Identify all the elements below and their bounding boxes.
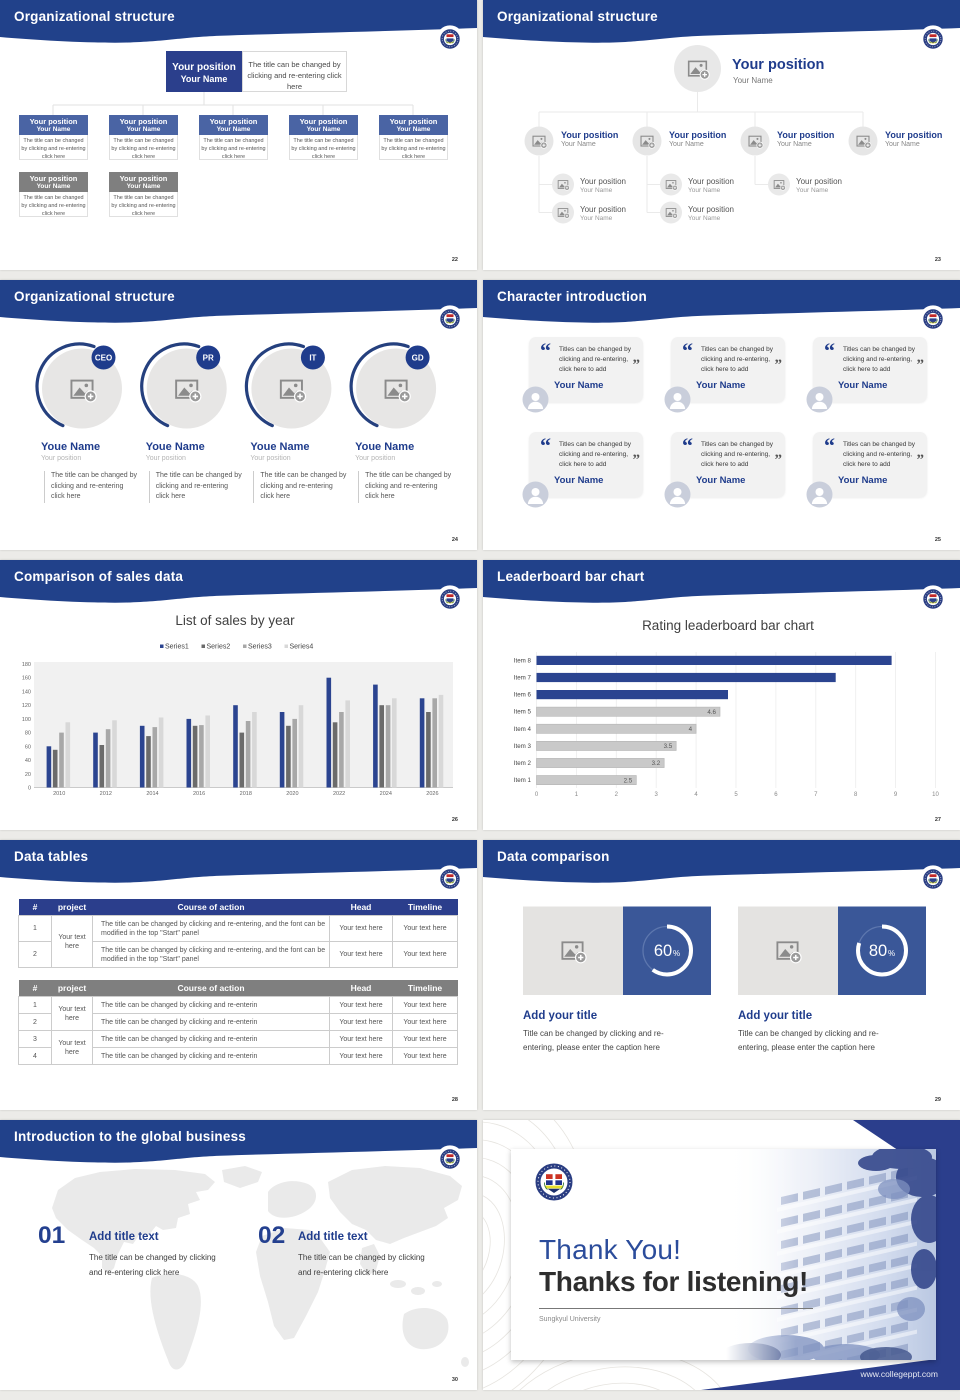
svg-text:2: 2 — [615, 792, 619, 798]
svg-text:100: 100 — [22, 717, 31, 723]
svg-text:40: 40 — [25, 758, 31, 764]
svg-text:120: 120 — [22, 703, 31, 709]
svg-text:4: 4 — [689, 726, 693, 733]
svg-text:Item 1: Item 1 — [514, 777, 532, 784]
svg-text:List of sales by year: List of sales by year — [175, 613, 295, 628]
svg-text:GD: GD — [412, 354, 424, 363]
svg-text:80: 80 — [25, 731, 31, 737]
svg-text:2018: 2018 — [240, 791, 252, 797]
svg-text:4: 4 — [694, 792, 698, 798]
svg-text:IT: IT — [309, 354, 316, 363]
svg-text:Series2: Series2 — [207, 644, 231, 651]
svg-text:140: 140 — [22, 690, 31, 696]
svg-text:Series1: Series1 — [165, 644, 189, 651]
svg-text:PR: PR — [203, 354, 214, 363]
svg-text:180: 180 — [22, 662, 31, 668]
svg-text:%: % — [888, 949, 895, 958]
svg-text:2020: 2020 — [286, 791, 298, 797]
svg-text:5: 5 — [734, 792, 738, 798]
svg-text:Item 3: Item 3 — [514, 743, 532, 750]
svg-text:1: 1 — [575, 792, 579, 798]
svg-text:0: 0 — [28, 786, 31, 792]
svg-text:2012: 2012 — [100, 791, 112, 797]
svg-text:3.2: 3.2 — [652, 760, 661, 767]
svg-text:9: 9 — [894, 792, 898, 798]
svg-text:Item 6: Item 6 — [514, 692, 532, 699]
svg-text:2010: 2010 — [53, 791, 65, 797]
svg-text:2024: 2024 — [380, 791, 392, 797]
svg-text:7: 7 — [814, 792, 818, 798]
svg-text:Series4: Series4 — [290, 644, 314, 651]
svg-text:2016: 2016 — [193, 791, 205, 797]
svg-text:6: 6 — [774, 792, 778, 798]
svg-text:4.6: 4.6 — [707, 709, 716, 716]
svg-text:2.5: 2.5 — [624, 777, 633, 784]
svg-text:20: 20 — [25, 772, 31, 778]
svg-text:Item 2: Item 2 — [514, 760, 532, 767]
svg-text:2026: 2026 — [426, 791, 438, 797]
svg-text:160: 160 — [22, 676, 31, 682]
svg-text:Item 4: Item 4 — [514, 726, 532, 733]
svg-text:Item 8: Item 8 — [514, 657, 532, 664]
svg-text:Item 7: Item 7 — [514, 675, 532, 682]
svg-text:60: 60 — [654, 942, 672, 960]
svg-text:0: 0 — [535, 792, 539, 798]
svg-text:60: 60 — [25, 744, 31, 750]
svg-text:Series3: Series3 — [248, 644, 272, 651]
svg-text:10: 10 — [932, 792, 939, 798]
svg-text:Item 5: Item 5 — [514, 709, 532, 716]
svg-text:3.5: 3.5 — [664, 743, 673, 750]
svg-text:%: % — [673, 949, 680, 958]
svg-text:CEO: CEO — [95, 354, 112, 363]
svg-text:3: 3 — [655, 792, 659, 798]
svg-text:2022: 2022 — [333, 791, 345, 797]
svg-text:80: 80 — [869, 942, 887, 960]
svg-text:2014: 2014 — [146, 791, 158, 797]
svg-text:Rating leaderboard bar chart: Rating leaderboard bar chart — [642, 618, 814, 633]
svg-text:8: 8 — [854, 792, 858, 798]
